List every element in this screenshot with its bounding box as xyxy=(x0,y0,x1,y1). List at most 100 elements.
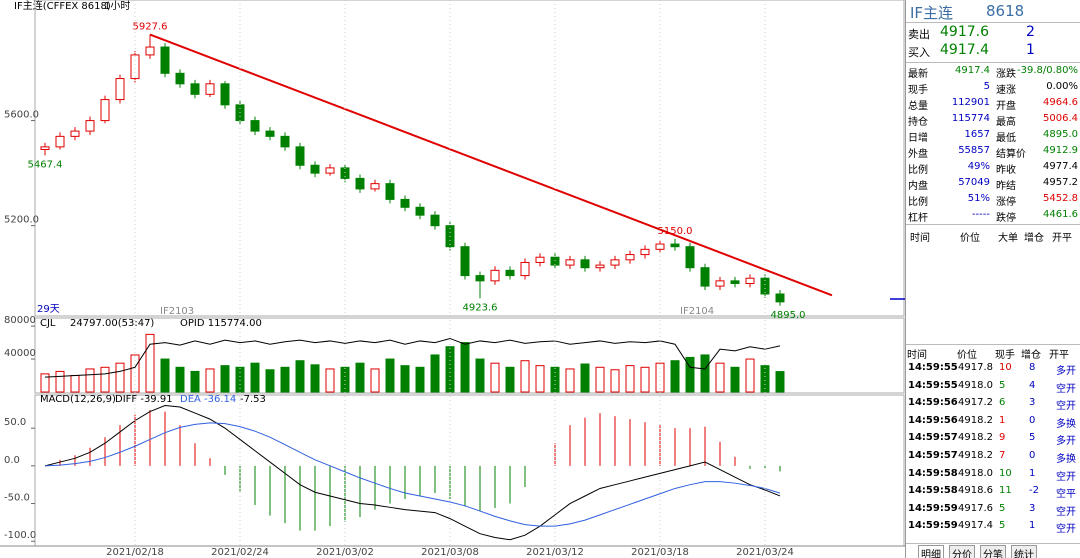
candle-body xyxy=(325,167,335,174)
candle-body xyxy=(85,120,95,132)
divider xyxy=(906,224,1080,225)
divider xyxy=(906,22,1080,23)
x-tick-label: 2021/03/12 xyxy=(526,547,584,558)
tab[interactable]: 分价 xyxy=(949,545,975,558)
volume-bar xyxy=(655,362,665,393)
candle-body xyxy=(745,277,755,284)
legend-text: MACD(12,26,9) xyxy=(40,394,116,405)
panel-text: 4918.2 xyxy=(958,432,993,444)
panel-text: 14:59:59 xyxy=(908,502,958,514)
candle-body xyxy=(355,177,365,190)
candle-body xyxy=(250,120,260,132)
legend-text: CJL xyxy=(40,318,56,329)
volume-bar xyxy=(565,368,575,393)
contract-label: IF2104 xyxy=(680,306,714,317)
volume-bar xyxy=(40,373,50,393)
volume-bar xyxy=(100,366,110,393)
panel-text: -2 xyxy=(1029,485,1039,497)
tab[interactable]: 统计 xyxy=(1011,545,1037,558)
tab[interactable]: 明细 xyxy=(918,545,944,558)
volume-bar xyxy=(460,342,470,393)
candle-body xyxy=(220,83,230,106)
panel-text: 最高 xyxy=(996,117,1016,128)
y-tick-label: 5200.0 xyxy=(4,215,39,226)
panel-text: 14:59:55 xyxy=(908,362,958,373)
panel-text: 空平 xyxy=(1056,489,1076,501)
panel-text: 0.00% xyxy=(1046,81,1078,92)
volume-bar xyxy=(490,362,500,393)
panel-text: 空开 xyxy=(1056,401,1076,413)
candle-body xyxy=(130,54,140,80)
panel-text: 卖出 xyxy=(908,28,930,41)
y-tick-label: -100.0 xyxy=(4,530,36,541)
panel-text: 4917.2 xyxy=(958,397,993,409)
panel-text: 115774 xyxy=(951,113,990,124)
candle-body xyxy=(475,275,485,282)
panel-text: 增仓 xyxy=(1021,350,1041,361)
legend-text: -7.53 xyxy=(240,394,266,405)
panel-text: 多换 xyxy=(1056,418,1076,430)
panel-text: 49% xyxy=(967,161,990,172)
panel-text: 4918.2 xyxy=(958,414,993,426)
candle-body xyxy=(520,261,530,277)
candle-body xyxy=(640,248,650,256)
volume-bar xyxy=(580,363,590,393)
candle-body xyxy=(760,277,770,295)
volume-bar xyxy=(115,362,125,393)
panel-text: 7 xyxy=(999,450,1006,461)
volume-bar xyxy=(175,366,185,393)
panel-text: 大单 xyxy=(998,233,1018,244)
quote-panel: IF主连 8618 卖出 4917.6 2 买入 4917.4 1 最新 4917.4 涨跌 -39.… xyxy=(905,0,1080,558)
panel-text: 4895.0 xyxy=(1043,129,1078,140)
volume-bar xyxy=(445,346,455,393)
volume-bar xyxy=(70,375,80,393)
volume-bar xyxy=(355,362,365,393)
panel-text: 4917.4 xyxy=(955,65,990,76)
x-tick-label: 2021/03/24 xyxy=(736,547,794,558)
panel-text: 5452.8 xyxy=(1043,193,1078,204)
panel-text: 日增 xyxy=(908,133,928,144)
candle-body xyxy=(340,167,350,179)
candle-body xyxy=(595,264,605,269)
tab[interactable]: 分笔 xyxy=(980,545,1006,558)
panel-frame xyxy=(34,0,905,317)
panel-text: 1 xyxy=(1029,467,1036,479)
candle-body xyxy=(265,130,275,137)
panel-text: 1 xyxy=(999,414,1006,426)
x-tick-label: 2021/02/18 xyxy=(106,547,164,558)
contract-label: IF2103 xyxy=(160,306,194,317)
panel-text: 9 xyxy=(999,432,1006,444)
panel-text: 51% xyxy=(967,193,990,204)
panel-text: 空开 xyxy=(1056,506,1076,518)
panel-text: 空开 xyxy=(1056,524,1076,536)
volume-bar xyxy=(205,368,215,393)
panel-text: 最新 xyxy=(908,69,928,80)
panel-text: 14:59:57 xyxy=(908,450,958,461)
volume-bar xyxy=(265,369,275,393)
panel-text: 14:59:57 xyxy=(908,432,958,444)
panel-text: 时间 xyxy=(907,350,927,361)
candle-body xyxy=(385,183,395,200)
volume-bar xyxy=(325,368,335,393)
panel-text: 8618 xyxy=(986,2,1025,20)
panel-text: 速涨 xyxy=(996,85,1016,96)
panel-text: 增仓 xyxy=(1024,233,1044,244)
chart-subtitle: 1小时 xyxy=(104,0,130,12)
volume-bar xyxy=(535,365,545,393)
panel-text: 5 xyxy=(1029,432,1036,444)
volume-bar xyxy=(700,354,710,393)
panel-text: 8 xyxy=(1029,362,1036,373)
volume-bar xyxy=(715,362,725,393)
panel-text: 时间 xyxy=(910,233,930,244)
panel-text: 1 xyxy=(1029,520,1036,532)
panel-text: 4 xyxy=(1029,379,1036,391)
candle-body xyxy=(775,293,785,303)
divider xyxy=(906,543,1080,544)
panel-text: 4917.6 xyxy=(958,502,993,514)
panel-text: 11 xyxy=(999,485,1012,497)
candle-body xyxy=(160,46,170,74)
trend-line xyxy=(149,33,833,297)
panel-text: 买入 xyxy=(908,46,930,59)
panel-text: 4917.4 xyxy=(940,42,989,58)
